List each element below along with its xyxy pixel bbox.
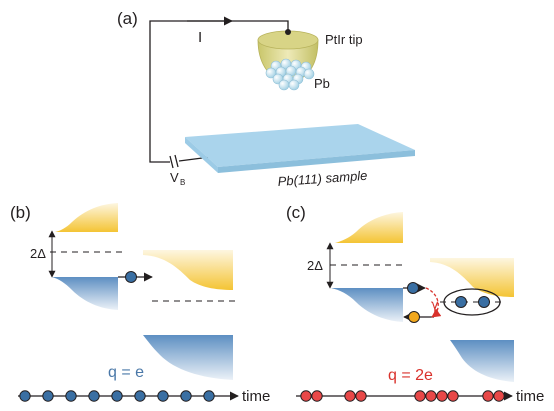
time-label: time (516, 388, 544, 405)
bias-label: V (170, 170, 179, 185)
charge-label: q = e (108, 364, 144, 381)
circuit-wire (149, 20, 289, 163)
cooper-pair (443, 288, 501, 316)
panel-b: (b) 2Δ q = e time (10, 203, 270, 405)
pair-event (344, 390, 356, 402)
charge-label: q = 2e (388, 367, 433, 384)
tip-empty-states (55, 203, 118, 232)
tip-occupied-states (52, 277, 118, 310)
pb-atom (278, 79, 290, 91)
electron-event (203, 390, 215, 402)
pb-atom-cluster (265, 58, 315, 91)
pair-event (482, 390, 494, 402)
pair-event (311, 390, 323, 402)
electron-event (65, 390, 77, 402)
panel-b-label: (b) (10, 203, 31, 222)
pair-event (436, 390, 448, 402)
bias-subscript: B (180, 178, 185, 187)
tip-label: PtIr tip (325, 32, 363, 47)
electron-event (42, 390, 54, 402)
atoms-label: Pb (314, 76, 330, 91)
sample-empty-states (143, 250, 233, 290)
sample-label: Pb(111) sample (277, 168, 368, 189)
panel-a-label: (a) (117, 9, 138, 28)
pair-event (355, 390, 367, 402)
pair-event (414, 390, 426, 402)
sample-occupied-states (143, 335, 233, 380)
photon-label: γ (431, 298, 439, 313)
current-label: I (198, 29, 202, 46)
electron-event (180, 390, 192, 402)
electron (125, 271, 137, 283)
panel-c-label: (c) (286, 203, 306, 222)
tunneling-events (19, 390, 215, 402)
gap-label: 2Δ (30, 246, 46, 261)
electron-event (134, 390, 146, 402)
battery-icon (169, 154, 179, 169)
panel-c: (c) 2Δ γ q = 2e time (286, 203, 544, 405)
electron-event (88, 390, 100, 402)
pair-event (493, 390, 505, 402)
time-label: time (242, 388, 270, 405)
pair-event (300, 390, 312, 402)
sample-occupied-states (450, 340, 514, 382)
tip-occupied-states (331, 288, 403, 322)
sample-slab (185, 124, 415, 173)
electron (407, 282, 419, 294)
electron-event (157, 390, 169, 402)
pb-atom (303, 68, 315, 80)
tunneling-events (300, 390, 505, 402)
hole (408, 311, 420, 323)
sample-empty-states (430, 258, 514, 297)
pair-event (447, 390, 459, 402)
pair-event (425, 390, 437, 402)
tip-empty-states (335, 212, 403, 243)
paired-electron (455, 296, 467, 308)
panel-a: (a) I PtIr tip Pb Pb(111) sample V (117, 9, 415, 189)
pb-atom (288, 79, 300, 91)
gap-label: 2Δ (307, 258, 323, 273)
tip-contact (285, 29, 291, 35)
electron-event (111, 390, 123, 402)
electron-event (19, 390, 31, 402)
paired-electron (478, 296, 490, 308)
